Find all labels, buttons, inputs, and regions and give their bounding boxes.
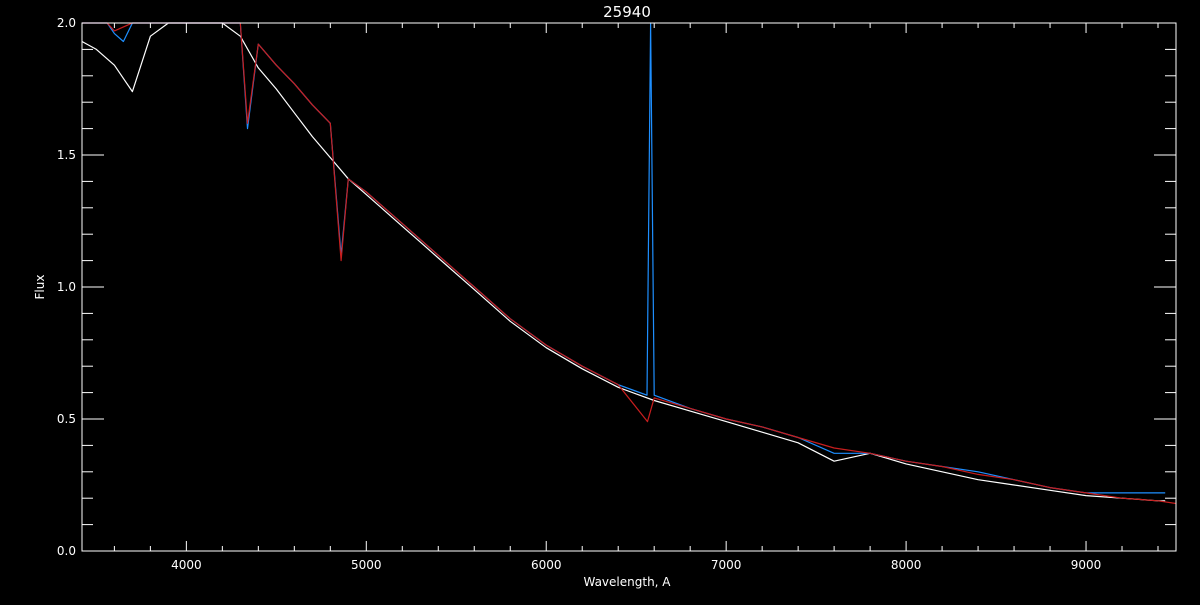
y-tick-label: 1.5 xyxy=(57,148,76,162)
x-tick-label: 8000 xyxy=(891,558,922,572)
y-tick-label: 1.0 xyxy=(57,280,76,294)
y-axis-label: Flux xyxy=(33,275,47,300)
chart-title: 25940 xyxy=(603,3,651,21)
x-tick-label: 9000 xyxy=(1071,558,1102,572)
x-tick-label: 4000 xyxy=(171,558,202,572)
y-tick-label: 2.0 xyxy=(57,16,76,30)
x-tick-label: 7000 xyxy=(711,558,742,572)
x-tick-label: 6000 xyxy=(531,558,562,572)
axes-layer: 4000 5000 6000 7000 8000 9000 0.0 0.5 1.0 1.5 2.0 xyxy=(57,16,1177,572)
y-tick-label: 0.5 xyxy=(57,412,76,426)
x-axis-label: Wavelength, A xyxy=(583,575,671,589)
x-tick-label: 5000 xyxy=(351,558,382,572)
y-tick-label: 0.0 xyxy=(57,544,76,558)
